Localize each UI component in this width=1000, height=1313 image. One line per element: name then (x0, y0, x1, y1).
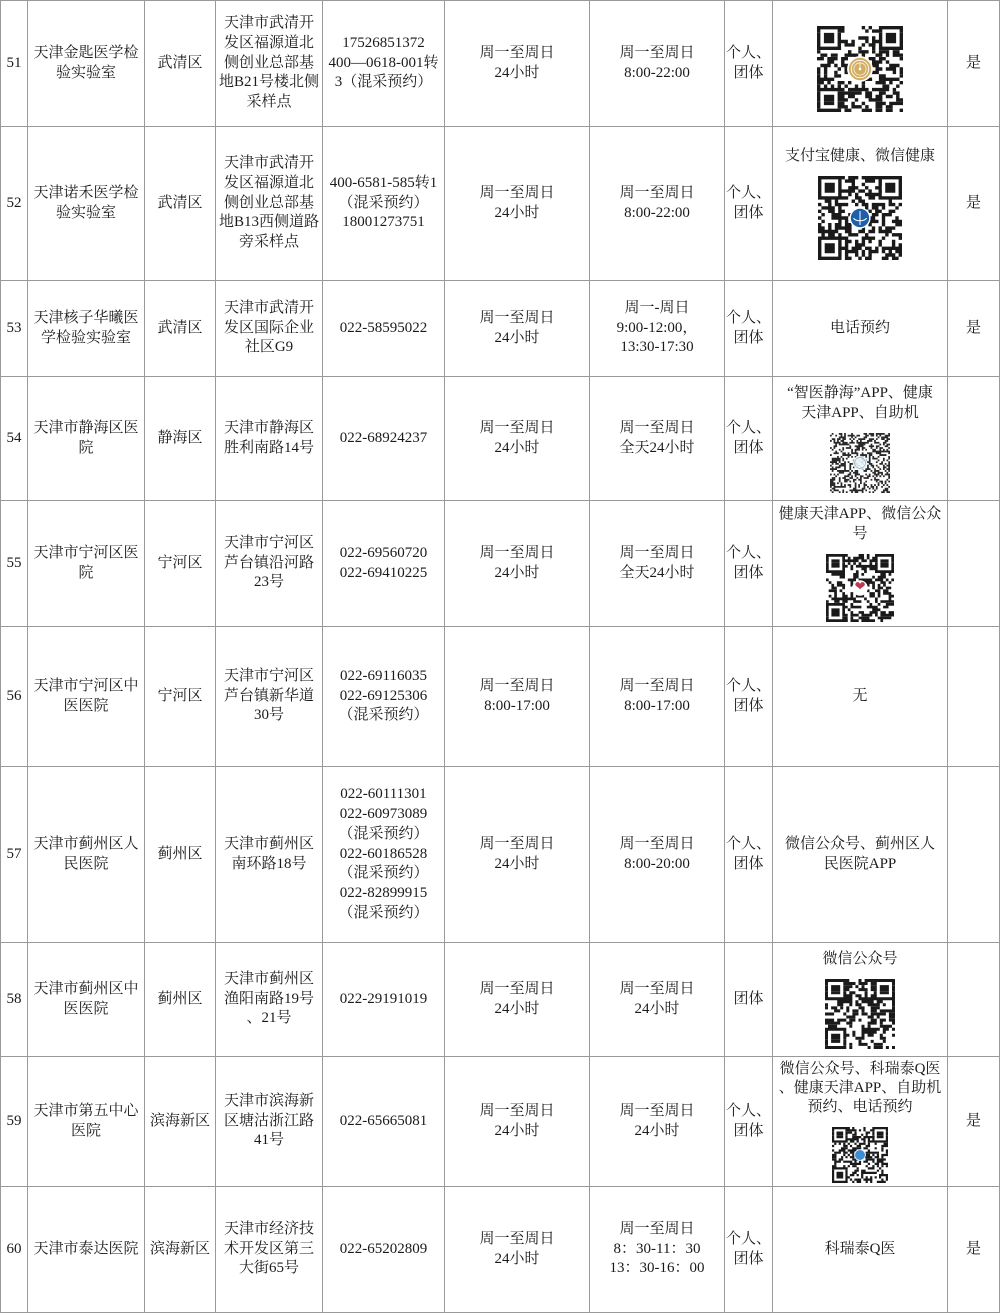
svg-text:❤: ❤ (855, 579, 866, 593)
